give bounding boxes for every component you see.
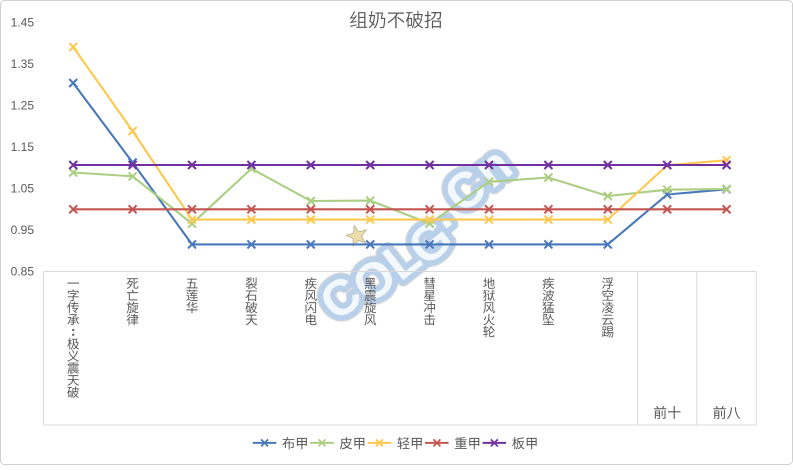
- svg-text:0.95: 0.95: [11, 223, 35, 237]
- svg-text:1.35: 1.35: [11, 57, 35, 71]
- svg-text:1.25: 1.25: [11, 99, 35, 113]
- svg-text:0.85: 0.85: [11, 265, 35, 279]
- svg-text:1.15: 1.15: [11, 140, 35, 154]
- svg-text:1.45: 1.45: [11, 16, 35, 30]
- svg-text:1.05: 1.05: [11, 182, 35, 196]
